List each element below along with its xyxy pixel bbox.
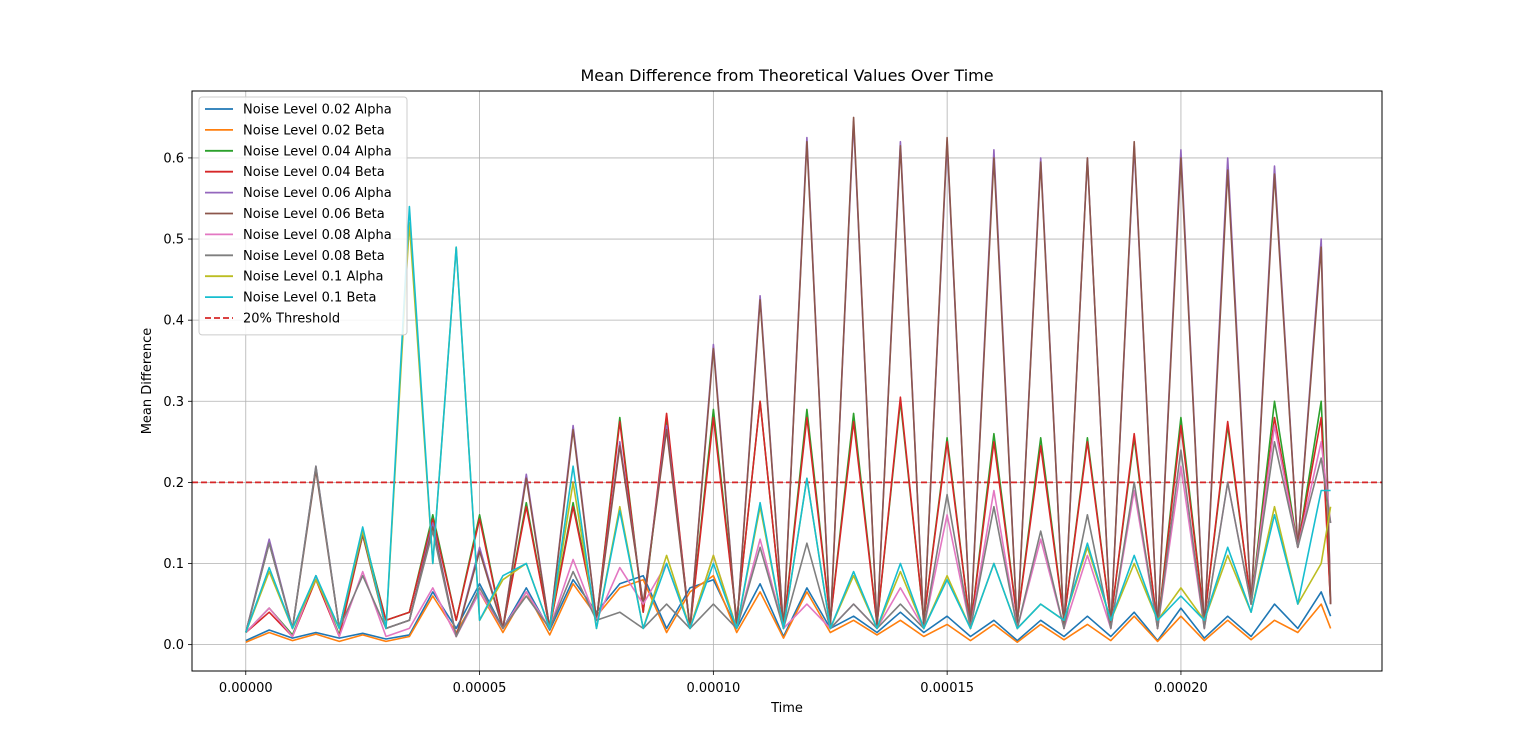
y-tick-label: 0.1 <box>163 557 184 572</box>
legend: Noise Level 0.02 Alpha Noise Level 0.02 B… <box>198 96 408 336</box>
y-tick-label: 0.4 <box>163 314 184 329</box>
x-tick-label: 0.00000 <box>219 681 273 696</box>
legend-label: Noise Level 0.1 Beta <box>243 291 376 306</box>
y-tick-label: 0.0 <box>163 638 184 653</box>
x-axis: 0.00000 0.00005 0.00010 0.00015 0.00020 <box>219 671 1208 696</box>
series-layer <box>245 116 1332 644</box>
y-tick-label: 0.6 <box>163 151 184 166</box>
series-line-7 <box>245 440 1332 638</box>
series-line-1 <box>245 574 1332 644</box>
legend-label: 20% Threshold <box>243 312 340 327</box>
series-line-0 <box>245 574 1332 642</box>
x-tick-label: 0.00005 <box>453 681 507 696</box>
chart-title: Mean Difference from Theoretical Values … <box>580 66 993 85</box>
legend-label: Noise Level 0.08 Beta <box>243 249 385 264</box>
legend-label: Noise Level 0.04 Beta <box>243 165 385 180</box>
legend-label: Noise Level 0.02 Alpha <box>243 103 392 118</box>
legend-label: Noise Level 0.02 Beta <box>243 123 385 138</box>
x-tick-label: 0.00015 <box>920 681 974 696</box>
legend-label: Noise Level 0.04 Alpha <box>243 144 392 159</box>
plot-frame <box>191 90 1383 672</box>
legend-label: Noise Level 0.06 Beta <box>243 207 385 222</box>
y-axis-label: Mean Difference <box>140 328 155 435</box>
legend-box <box>198 96 408 336</box>
y-tick-label: 0.2 <box>163 476 184 491</box>
x-axis-label: Time <box>770 701 803 716</box>
x-tick-label: 0.00010 <box>686 681 740 696</box>
y-tick-label: 0.5 <box>163 233 184 248</box>
legend-label: Noise Level 0.06 Alpha <box>243 186 392 201</box>
series-line-9 <box>245 205 1331 633</box>
legend-label: Noise Level 0.1 Alpha <box>243 270 383 285</box>
legend-label: Noise Level 0.08 Alpha <box>243 228 392 243</box>
y-tick-label: 0.3 <box>163 395 184 410</box>
series-line-5 <box>245 116 1332 638</box>
y-axis: 0.0 0.1 0.2 0.3 0.4 0.5 0.6 <box>163 151 192 653</box>
x-tick-label: 0.00020 <box>1154 681 1208 696</box>
